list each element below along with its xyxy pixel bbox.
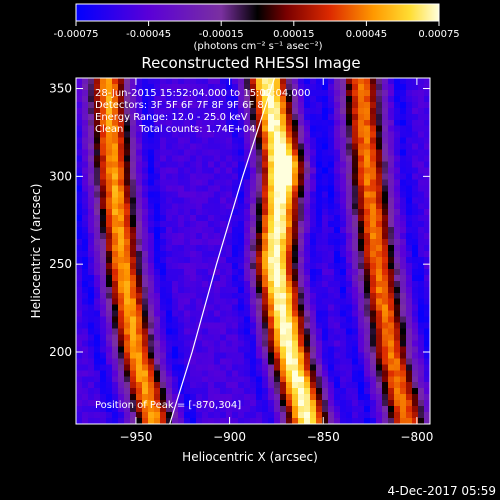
y-tick-label: 250 (49, 257, 72, 271)
axis-ticks: −950 −900 −850 −800 200 250 300 350 (49, 78, 433, 444)
heatmap-image (76, 78, 430, 424)
y-tick-label: 300 (49, 169, 72, 183)
x-axis-label: Heliocentric X (arcsec) (182, 450, 318, 464)
info-line-detectors: Detectors: 3F 5F 6F 7F 8F 9F 6F 8 (95, 100, 264, 111)
solar-limb-curve (169, 78, 276, 424)
x-tick-label: −800 (400, 430, 433, 444)
info-line-energy: Energy Range: 12.0 - 25.0 keV (95, 112, 248, 123)
info-line-counts: Clean Total counts: 1.74E+04 (95, 124, 255, 135)
colorbar-tick-label: -0.00075 (54, 29, 99, 40)
chart-title: Reconstructed RHESSI Image (141, 54, 360, 72)
colorbar-tick-label: 0.00015 (273, 29, 314, 40)
colorbar-unit-label: (photons cm⁻² s⁻¹ asec⁻²) (193, 41, 322, 52)
colorbar (75, 3, 440, 22)
colorbar-tick-label: 0.00075 (418, 29, 459, 40)
footer-date: 4-Dec-2017 05:59 (388, 484, 496, 498)
x-tick-label: −850 (307, 430, 340, 444)
y-axis-label: Heliocentric Y (arcsec) (29, 184, 43, 319)
x-tick-label: −900 (213, 430, 246, 444)
info-line-time: 28-Jun-2015 15:52:04.000 to 15:02:04.000 (95, 88, 311, 99)
colorbar-ticks: -0.00075 -0.00045 -0.00015 0.00015 0.00045 0.… (54, 21, 460, 40)
info-block: 28-Jun-2015 15:52:04.000 to 15:02:04.000… (95, 88, 311, 135)
plot-frame (75, 77, 431, 425)
colorbar-tick-label: -0.00045 (126, 29, 171, 40)
x-tick-label: −950 (119, 430, 152, 444)
colorbar-tick-label: 0.00045 (346, 29, 387, 40)
y-tick-label: 350 (49, 82, 72, 96)
colorbar-tick-label: -0.00015 (199, 29, 244, 40)
peak-position-label: Position of Peak = [-870,304] (95, 400, 241, 411)
y-tick-label: 200 (49, 345, 72, 359)
